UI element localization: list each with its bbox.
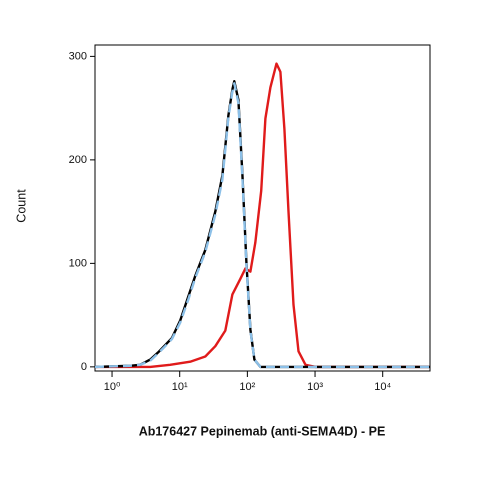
histogram-line [94, 80, 430, 369]
x-tick-label: 10³ [307, 381, 323, 393]
x-tick-label: 10¹ [172, 381, 188, 393]
plot-frame [94, 44, 431, 372]
x-tick-label: 10⁴ [374, 381, 391, 393]
histogram-line [94, 82, 430, 369]
y-tick-label: 100 [69, 257, 87, 269]
x-tick-label: 10² [239, 381, 255, 393]
y-tick-label: 200 [69, 154, 87, 166]
histogram-line [95, 62, 430, 369]
x-tick-label: 10⁰ [104, 381, 121, 393]
y-tick-label: 300 [69, 50, 87, 62]
x-axis-title: Ab176427 Pepinemab (anti-SEMA4D) - PE [139, 424, 386, 438]
y-axis-title: Count [14, 189, 28, 223]
y-tick-label: 0 [81, 361, 87, 373]
